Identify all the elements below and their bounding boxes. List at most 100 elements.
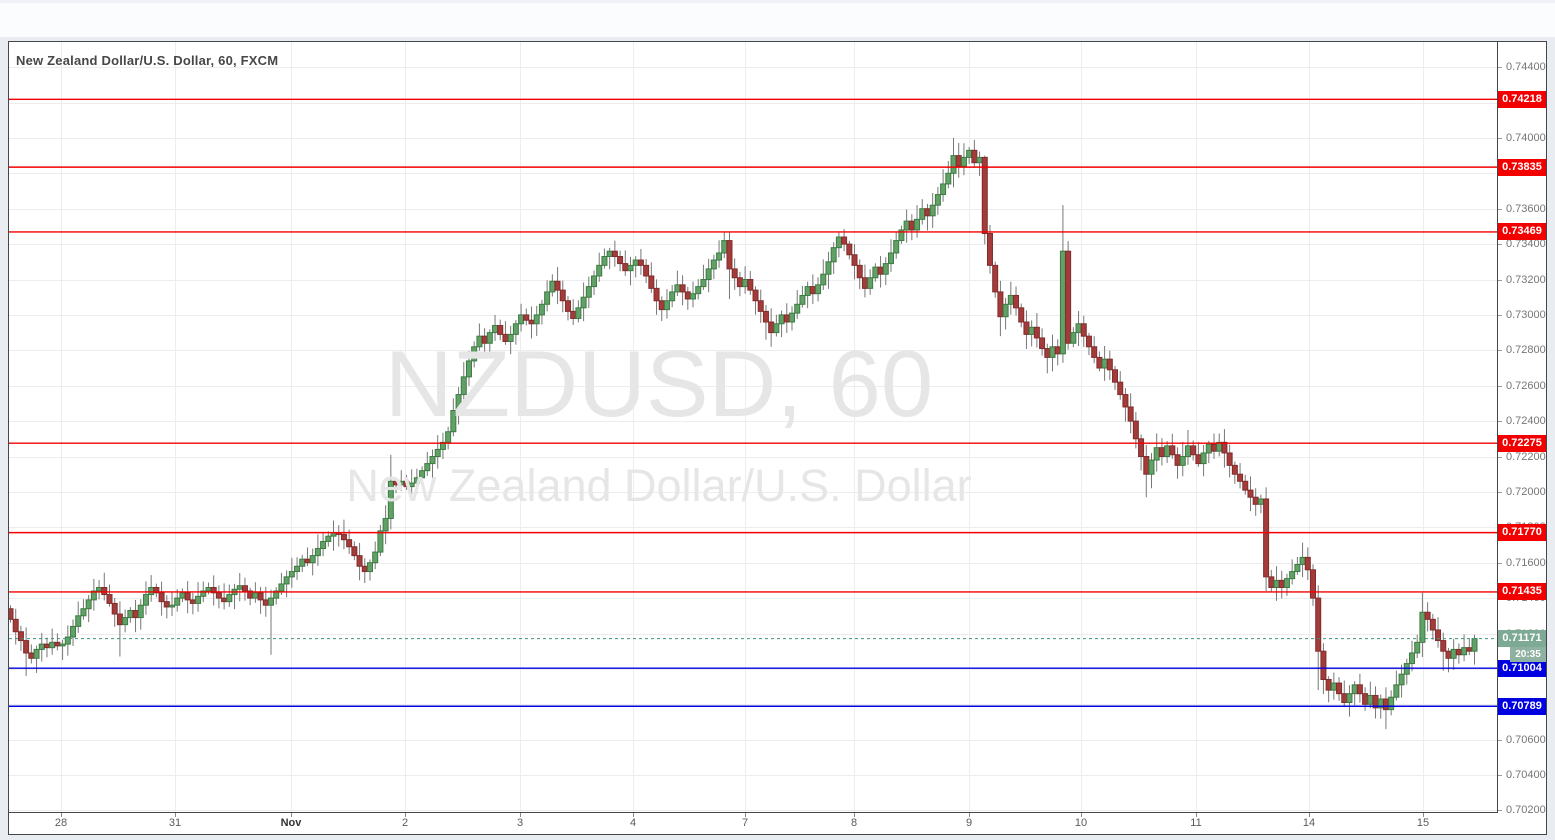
candle	[1263, 498, 1270, 578]
candle	[679, 284, 686, 293]
candle	[1122, 394, 1129, 408]
candle	[929, 204, 936, 217]
candle	[507, 333, 514, 342]
candle	[1164, 445, 1171, 458]
candle	[1127, 406, 1134, 422]
candle	[1408, 652, 1415, 665]
candle	[283, 576, 290, 585]
price-tick: 0.74000	[1498, 131, 1546, 145]
candle	[1028, 326, 1035, 335]
candle	[934, 194, 941, 206]
candle	[1336, 682, 1343, 695]
candle	[700, 279, 707, 288]
candle	[778, 314, 785, 325]
candle	[1247, 489, 1254, 498]
resistance-price-badge: 0.71770	[1498, 524, 1546, 542]
candle	[663, 300, 670, 311]
candle	[361, 565, 368, 573]
candle	[950, 155, 957, 174]
candle	[294, 565, 301, 573]
candle	[273, 590, 280, 599]
candle	[80, 608, 87, 617]
level-lines	[9, 98, 1497, 707]
time-tick-mark	[61, 813, 62, 817]
price-tick: 0.72400	[1498, 414, 1546, 428]
candle	[1065, 250, 1072, 344]
candle	[648, 275, 655, 289]
candle	[705, 268, 712, 281]
time-tick-mark	[405, 813, 406, 817]
top-toolbar	[0, 0, 1555, 37]
candle	[471, 346, 478, 362]
candle	[419, 470, 426, 479]
tick-mark	[1498, 562, 1502, 564]
candle	[1184, 445, 1191, 458]
candle	[1018, 307, 1025, 323]
candle	[1398, 673, 1405, 686]
candle	[757, 300, 764, 312]
time-tick-label: 28	[54, 817, 68, 829]
candle	[893, 240, 900, 254]
time-tick-mark	[520, 813, 521, 817]
price-tick: 0.71600	[1498, 556, 1546, 570]
candle	[429, 456, 436, 465]
price-tick-label: 0.70600	[1506, 733, 1546, 746]
candle	[137, 604, 144, 619]
candle	[877, 266, 884, 275]
candle	[1440, 640, 1447, 652]
candle	[434, 448, 441, 458]
candle	[17, 631, 24, 642]
candle	[544, 291, 551, 305]
resistance-price-badge: 0.73469	[1498, 223, 1546, 241]
candle	[465, 360, 472, 378]
candle	[1356, 684, 1363, 695]
candle	[153, 586, 160, 594]
candle	[1226, 452, 1233, 466]
candle	[1268, 576, 1275, 588]
candle	[101, 586, 108, 596]
candle	[1195, 454, 1202, 465]
candle	[1362, 693, 1369, 705]
candle	[262, 599, 269, 606]
tick-mark	[1498, 279, 1502, 281]
chart-canvas[interactable]: NZDUSD, 60 New Zealand Dollar/U.S. Dolla…	[9, 42, 1498, 813]
candle	[23, 640, 30, 654]
candle	[403, 480, 410, 488]
candle	[1085, 335, 1092, 348]
candle	[1138, 438, 1145, 458]
candle	[955, 155, 962, 167]
candle	[1117, 381, 1124, 396]
candle	[1299, 556, 1306, 565]
candle	[189, 599, 196, 604]
candle	[497, 325, 504, 335]
candle	[762, 310, 769, 323]
candle	[716, 252, 723, 261]
time-axis[interactable]: 28 31 Nov 2 3 4 7 8 9 10 11 14 15	[9, 813, 1497, 834]
tick-mark	[1498, 137, 1502, 139]
price-tick: 0.73400	[1498, 237, 1546, 251]
candle	[1341, 693, 1348, 704]
candle	[554, 280, 561, 291]
candle	[674, 284, 681, 293]
candle	[997, 291, 1004, 318]
candle	[1179, 456, 1186, 466]
candle	[1466, 647, 1473, 652]
candle	[799, 294, 806, 305]
time-tick-mark	[854, 813, 855, 817]
candle	[512, 323, 519, 335]
candle	[690, 293, 697, 300]
price-tick: 0.74400	[1498, 60, 1546, 74]
candle	[851, 254, 858, 266]
candle	[174, 597, 181, 606]
candle	[408, 482, 415, 488]
candle	[533, 314, 540, 325]
candle	[1200, 452, 1207, 465]
price-axis[interactable]: 0.744000.742000.740000.738000.736000.734…	[1498, 42, 1546, 816]
candle	[518, 314, 525, 325]
candle	[528, 319, 535, 325]
candle	[637, 259, 644, 266]
time-tick-label: 3	[516, 817, 524, 829]
candle	[346, 539, 353, 548]
candle	[830, 247, 837, 263]
candle	[299, 558, 306, 567]
